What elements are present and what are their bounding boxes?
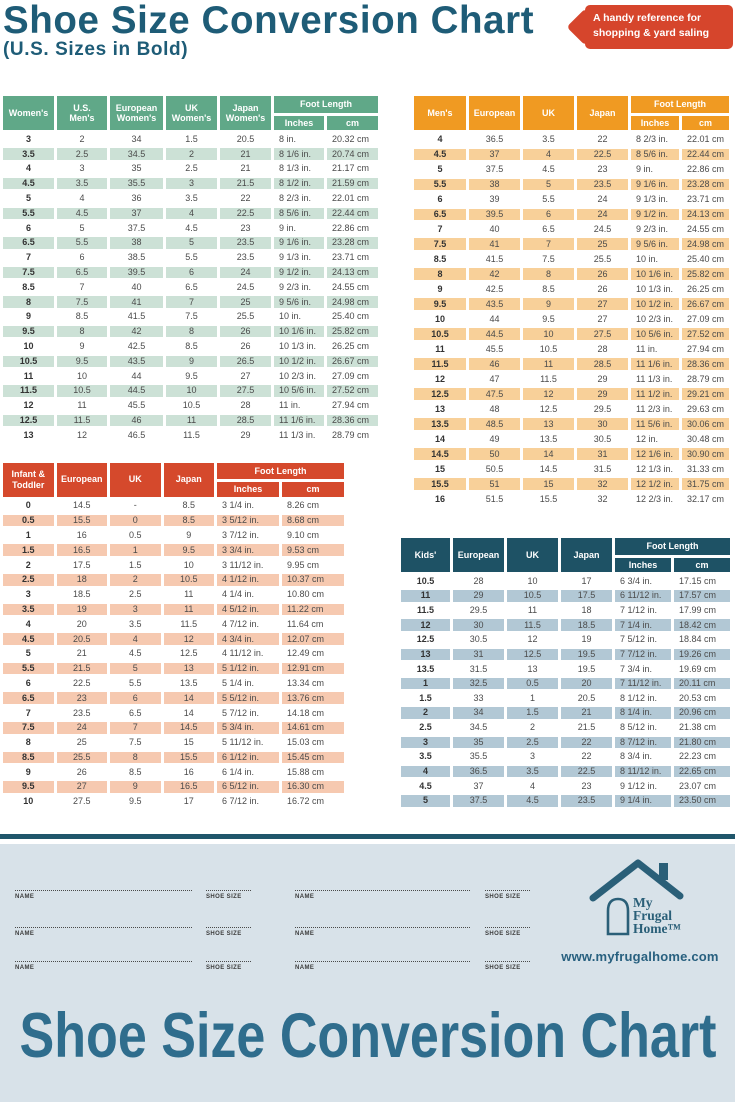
svg-text:Frugal: Frugal [633,908,672,923]
svg-text:Home™: Home™ [633,921,681,936]
svg-text:My: My [633,895,653,910]
